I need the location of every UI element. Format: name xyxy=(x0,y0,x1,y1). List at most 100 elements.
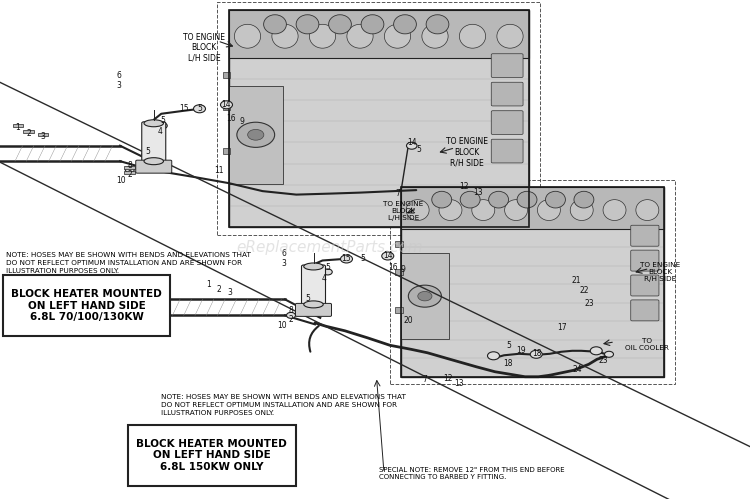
FancyBboxPatch shape xyxy=(491,54,523,77)
Text: 8: 8 xyxy=(289,306,293,315)
Text: 2: 2 xyxy=(128,170,132,179)
Ellipse shape xyxy=(426,15,448,34)
Bar xyxy=(217,2,540,235)
Bar xyxy=(23,130,34,133)
Text: 5: 5 xyxy=(197,104,202,113)
Circle shape xyxy=(488,352,500,360)
Bar xyxy=(223,148,230,154)
FancyBboxPatch shape xyxy=(302,265,326,306)
FancyBboxPatch shape xyxy=(631,275,659,296)
Text: 14: 14 xyxy=(222,100,231,109)
Text: 5: 5 xyxy=(416,145,421,154)
Ellipse shape xyxy=(144,158,164,165)
Text: 1: 1 xyxy=(206,280,211,289)
Ellipse shape xyxy=(570,200,593,221)
FancyBboxPatch shape xyxy=(128,425,296,486)
Text: NOTE: HOSES MAY BE SHOWN WITH BENDS AND ELEVATIONS THAT
DO NOT REFLECT OPTIMUM I: NOTE: HOSES MAY BE SHOWN WITH BENDS AND … xyxy=(6,252,250,274)
Ellipse shape xyxy=(234,24,261,48)
Text: 3: 3 xyxy=(40,132,45,141)
Circle shape xyxy=(237,122,274,147)
Ellipse shape xyxy=(328,15,351,34)
FancyBboxPatch shape xyxy=(491,139,523,163)
Text: 20: 20 xyxy=(404,316,413,325)
Text: 5: 5 xyxy=(146,147,150,156)
Ellipse shape xyxy=(460,191,480,208)
Circle shape xyxy=(125,167,134,173)
Text: 5: 5 xyxy=(160,116,165,125)
Ellipse shape xyxy=(304,263,323,270)
Text: 14: 14 xyxy=(407,138,416,147)
Text: 23: 23 xyxy=(598,356,608,365)
Bar xyxy=(229,10,529,227)
Ellipse shape xyxy=(439,200,462,221)
Bar xyxy=(401,187,664,229)
Text: 23: 23 xyxy=(585,299,594,308)
Ellipse shape xyxy=(603,200,626,221)
Text: TO ENGINE
BLOCK
R/H SIDE: TO ENGINE BLOCK R/H SIDE xyxy=(446,137,488,167)
Text: 7: 7 xyxy=(423,375,427,384)
Text: 19: 19 xyxy=(517,346,526,355)
Bar xyxy=(124,166,135,169)
Ellipse shape xyxy=(346,24,374,48)
FancyBboxPatch shape xyxy=(296,303,332,316)
Circle shape xyxy=(323,269,332,275)
Ellipse shape xyxy=(636,200,658,221)
Text: 3: 3 xyxy=(116,81,121,90)
Text: 12: 12 xyxy=(443,374,452,383)
Ellipse shape xyxy=(517,191,537,208)
Text: 9: 9 xyxy=(400,265,405,274)
Text: TO ENGINE
BLOCK
L/H SIDE: TO ENGINE BLOCK L/H SIDE xyxy=(383,201,424,221)
Text: 2: 2 xyxy=(289,315,293,324)
Text: 21: 21 xyxy=(572,276,580,285)
Circle shape xyxy=(286,312,296,318)
Text: 5: 5 xyxy=(361,254,365,263)
Ellipse shape xyxy=(406,200,429,221)
Bar xyxy=(401,187,664,377)
Ellipse shape xyxy=(472,200,495,221)
Bar xyxy=(13,124,23,127)
Ellipse shape xyxy=(505,200,527,221)
Bar xyxy=(124,171,135,174)
FancyBboxPatch shape xyxy=(3,275,170,336)
Text: 6: 6 xyxy=(116,71,121,80)
Ellipse shape xyxy=(394,15,416,34)
Circle shape xyxy=(302,298,314,306)
FancyBboxPatch shape xyxy=(136,160,172,173)
Text: 15: 15 xyxy=(179,104,188,113)
Ellipse shape xyxy=(432,191,451,208)
Text: eReplacementParts.com: eReplacementParts.com xyxy=(237,240,423,254)
Ellipse shape xyxy=(309,24,336,48)
Text: 22: 22 xyxy=(580,286,589,295)
Circle shape xyxy=(248,129,264,140)
Bar xyxy=(401,187,664,377)
Bar xyxy=(223,104,230,110)
Ellipse shape xyxy=(144,120,164,127)
Text: NOTE: HOSES MAY BE SHOWN WITH BENDS AND ELEVATIONS THAT
DO NOT REFLECT OPTIMUM I: NOTE: HOSES MAY BE SHOWN WITH BENDS AND … xyxy=(161,394,407,416)
Text: 4: 4 xyxy=(322,274,326,283)
Circle shape xyxy=(408,285,442,307)
Ellipse shape xyxy=(545,191,566,208)
Text: TO ENGINE
BLOCK
L/H SIDE: TO ENGINE BLOCK L/H SIDE xyxy=(183,32,225,62)
Ellipse shape xyxy=(384,24,411,48)
Bar xyxy=(395,241,403,247)
Bar xyxy=(229,10,529,58)
Text: 8: 8 xyxy=(128,161,132,170)
Text: 18: 18 xyxy=(503,359,512,368)
Text: 9: 9 xyxy=(239,117,244,126)
Text: 4: 4 xyxy=(158,127,162,136)
Text: 5: 5 xyxy=(506,341,511,350)
Text: BLOCK HEATER MOUNTED
ON LEFT HAND SIDE
6.8L 70/100/130KW: BLOCK HEATER MOUNTED ON LEFT HAND SIDE 6… xyxy=(11,289,162,322)
Text: 13: 13 xyxy=(454,379,464,388)
Text: 10: 10 xyxy=(278,321,286,330)
Ellipse shape xyxy=(304,301,323,308)
Circle shape xyxy=(530,350,542,358)
Bar xyxy=(223,72,230,78)
Text: 10: 10 xyxy=(116,176,125,185)
Text: TO ENGINE
BLOCK
R/H SIDE: TO ENGINE BLOCK R/H SIDE xyxy=(640,262,681,282)
Ellipse shape xyxy=(272,24,298,48)
Ellipse shape xyxy=(264,15,286,34)
Text: 11: 11 xyxy=(214,166,223,175)
Circle shape xyxy=(220,101,232,109)
Text: 14: 14 xyxy=(383,251,392,260)
Text: 16: 16 xyxy=(226,114,236,123)
